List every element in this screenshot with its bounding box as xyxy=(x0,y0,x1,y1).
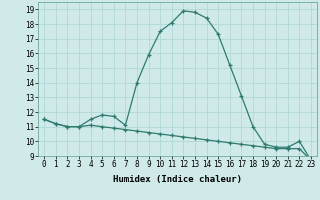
X-axis label: Humidex (Indice chaleur): Humidex (Indice chaleur) xyxy=(113,175,242,184)
